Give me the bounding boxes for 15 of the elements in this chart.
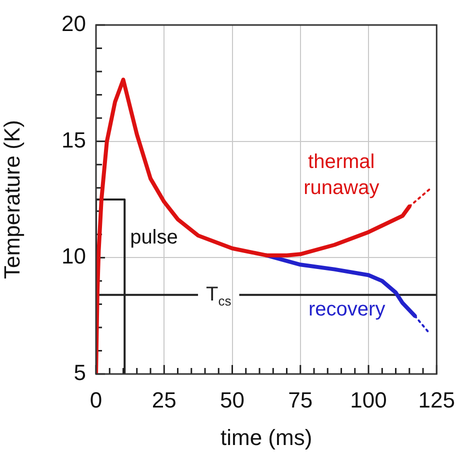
- series-label: recovery: [308, 298, 386, 320]
- x-axis-title: time (ms): [220, 424, 312, 450]
- series-label: thermal runaway: [304, 150, 380, 199]
- x-tick-label: 25: [152, 387, 176, 412]
- x-tick-label: 0: [90, 387, 102, 412]
- y-axis-title: Temperature (K): [0, 120, 24, 279]
- y-tick-label: 5: [74, 360, 86, 386]
- x-tick-label: 125: [418, 387, 456, 412]
- y-tick-label: 15: [62, 127, 86, 152]
- x-tick-label: 50: [220, 387, 244, 412]
- y-tick-label: 20: [62, 11, 86, 36]
- x-tick-label: 75: [288, 387, 313, 412]
- annotation: pulse: [130, 226, 178, 248]
- y-tick-label: 10: [62, 244, 86, 269]
- x-tick-label: 100: [350, 387, 387, 412]
